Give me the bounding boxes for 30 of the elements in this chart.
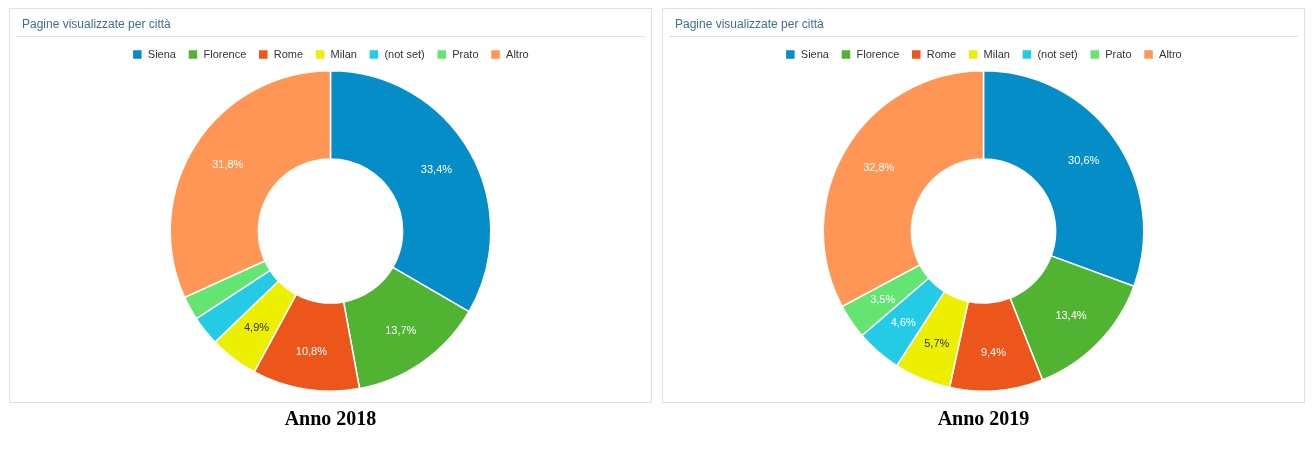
legend-label: (not set) [1037, 47, 1078, 60]
data-label: 9,4% [980, 345, 1007, 358]
data-label: 13,7% [385, 323, 417, 336]
text: Anno 2018 [284, 407, 377, 430]
data-label: 13,4% [1055, 309, 1087, 322]
legend-label: (not set) [384, 47, 425, 60]
legend-label: Prato [452, 47, 479, 60]
legend-label: Altro [506, 47, 529, 60]
legend-label: Milan [983, 47, 1010, 60]
legend-label: Milan [330, 47, 357, 60]
text: Anno 2019 [937, 407, 1030, 430]
legend-label: Rome [926, 47, 957, 60]
data-label: 32,8% [863, 161, 895, 174]
legend-label: Florence [856, 47, 900, 60]
legend-label: Florence [203, 47, 247, 60]
chart-title: Pagine visualizzate per città [669, 9, 1298, 37]
data-label: 4,6% [890, 316, 917, 329]
data-label: 31,8% [212, 157, 244, 170]
legend-label: Altro [1159, 47, 1182, 60]
legend-label: Siena [147, 47, 177, 60]
legend-label: Rome [273, 47, 304, 60]
chart-title: Pagine visualizzate per città [16, 9, 645, 37]
data-label: 3,5% [870, 293, 896, 306]
data-label: 33,4% [420, 163, 453, 176]
data-label: 10,8% [295, 344, 328, 357]
legend-label: Prato [1105, 47, 1132, 60]
data-label: 5,7% [924, 336, 950, 349]
data-label: 4,9% [243, 321, 270, 334]
legend-label: Siena [800, 47, 830, 60]
data-label: 30,6% [1068, 154, 1100, 167]
